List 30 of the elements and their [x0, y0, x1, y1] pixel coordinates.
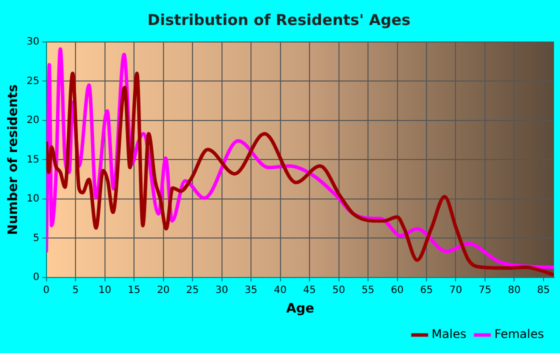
y-tick-label: 10: [26, 194, 40, 205]
x-tick-label: 35: [244, 284, 258, 296]
x-tick-label: 15: [128, 284, 140, 296]
y-tick-label: 15: [26, 154, 40, 166]
x-tick-label: 65: [420, 284, 433, 296]
x-tick-label: 50: [332, 284, 346, 296]
y-tick-label: 25: [26, 76, 40, 87]
x-tick-label: 25: [186, 284, 199, 296]
x-tick-label: 60: [390, 284, 404, 296]
y-tick-label: 30: [26, 36, 40, 48]
x-tick-label: 45: [303, 284, 316, 296]
legend-label: Females: [494, 327, 544, 342]
x-axis-title: Age: [286, 302, 314, 317]
x-tick-label: 55: [362, 284, 374, 296]
x-tick-label: 80: [508, 284, 521, 296]
x-tick-label: 75: [478, 284, 492, 296]
x-tick-label: 20: [156, 284, 170, 296]
chart-title: Distribution of Residents' Ages: [148, 10, 411, 29]
y-axis-title: Number of residents: [6, 84, 22, 236]
y-tick-label: 5: [32, 232, 40, 244]
y-tick-label: 20: [26, 115, 40, 126]
y-tick-label: 0: [32, 272, 40, 283]
x-tick-label: 5: [72, 284, 79, 296]
legend-label: Males: [432, 327, 466, 342]
x-tick-label: 10: [98, 284, 112, 296]
x-tick-label: 30: [215, 284, 228, 296]
x-tick-label: 85: [537, 284, 550, 296]
x-tick-label: 40: [274, 284, 287, 296]
x-tick-label: 0: [43, 284, 50, 296]
x-tick-label: 70: [449, 284, 462, 296]
